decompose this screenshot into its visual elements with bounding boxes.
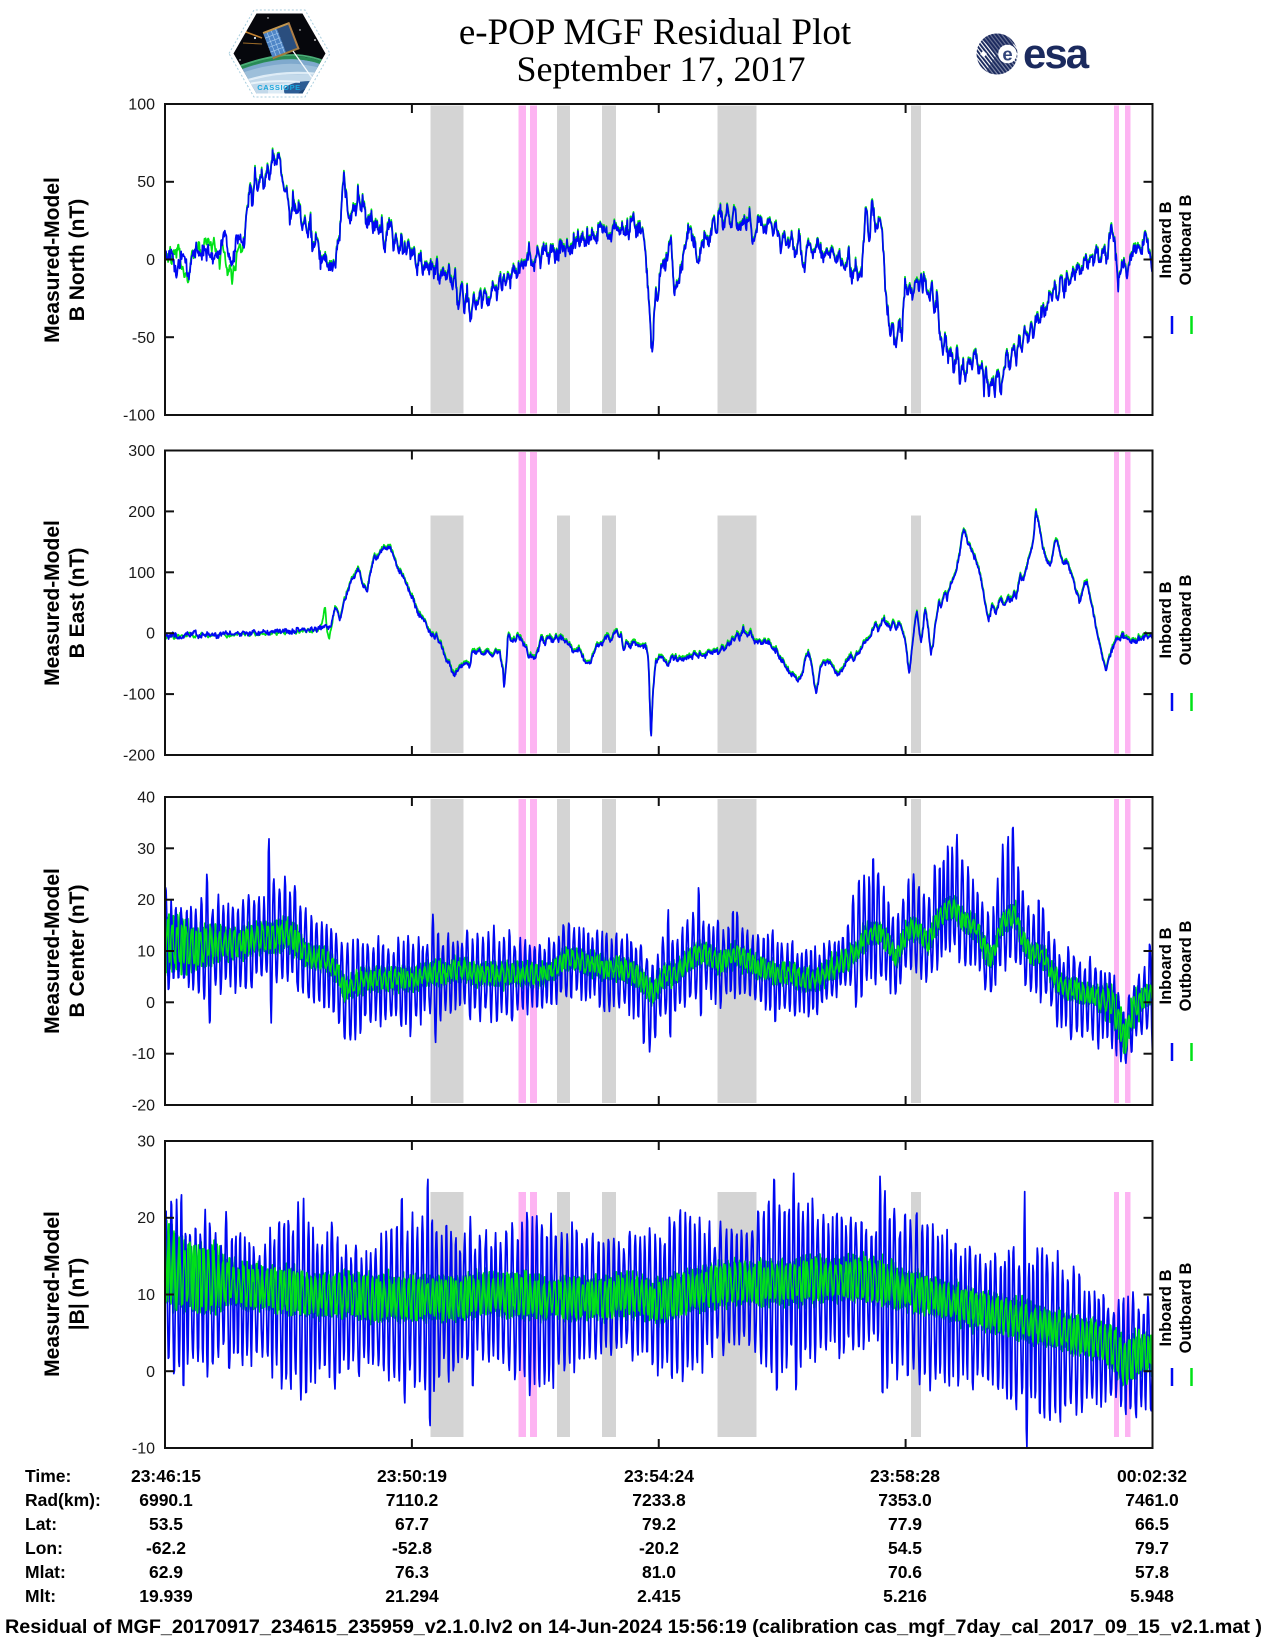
svg-text:77.9: 77.9 [888,1514,922,1534]
svg-text:23:58:28: 23:58:28 [870,1466,940,1486]
svg-text:Mlt:: Mlt: [25,1586,56,1606]
svg-text:-100: -100 [123,408,155,425]
svg-text:-20: -20 [132,1098,155,1115]
svg-text:Measured-Model: Measured-Model [41,177,64,343]
svg-text:0: 0 [146,995,155,1012]
svg-text:00:02:32: 00:02:32 [1117,1466,1187,1486]
svg-text:7461.0: 7461.0 [1125,1490,1179,1510]
svg-text:Inboard B: Inboard B [1157,1269,1175,1346]
svg-text:5.216: 5.216 [883,1586,927,1606]
svg-text:Outboard B: Outboard B [1177,921,1195,1012]
svg-text:200: 200 [128,504,155,521]
svg-text:2.415: 2.415 [637,1586,681,1606]
svg-text:-10: -10 [132,1441,155,1458]
svg-text:-100: -100 [123,687,155,704]
svg-text:Measured-Model: Measured-Model [41,1211,64,1377]
svg-text:20: 20 [137,1210,155,1227]
svg-text:300: 300 [128,443,155,460]
svg-text:e: e [1002,44,1012,65]
svg-text:-52.8: -52.8 [392,1538,432,1558]
svg-text:Inboard B: Inboard B [1157,927,1175,1004]
svg-text:Outboard B: Outboard B [1177,1263,1195,1354]
svg-text:66.5: 66.5 [1135,1514,1169,1534]
svg-text:7110.2: 7110.2 [386,1490,439,1510]
svg-text:100: 100 [128,97,155,114]
svg-text:Residual of MGF_20170917_23461: Residual of MGF_20170917_234615_235959_v… [5,1616,1262,1638]
svg-text:Rad(km):: Rad(km): [25,1490,101,1510]
svg-text:54.5: 54.5 [888,1538,922,1558]
svg-text:Inboard B: Inboard B [1157,581,1175,658]
svg-text:30: 30 [137,841,155,858]
svg-text:esa: esa [1023,30,1090,77]
svg-text:23:46:15: 23:46:15 [131,1466,201,1486]
svg-text:Time:: Time: [25,1466,71,1486]
svg-text:23:54:24: 23:54:24 [624,1466,694,1486]
svg-text:10: 10 [137,944,155,961]
svg-text:53.5: 53.5 [149,1514,183,1534]
svg-text:67.7: 67.7 [395,1514,429,1534]
svg-text:Outboard B: Outboard B [1177,195,1195,286]
svg-text:79.2: 79.2 [642,1514,676,1534]
svg-text:100: 100 [128,565,155,582]
svg-text:-10: -10 [132,1046,155,1063]
svg-text:79.7: 79.7 [1135,1538,1169,1558]
svg-text:10: 10 [137,1287,155,1304]
svg-text:7353.0: 7353.0 [878,1490,932,1510]
svg-text:57.8: 57.8 [1135,1562,1169,1582]
svg-text:Lon:: Lon: [25,1538,63,1558]
svg-text:0: 0 [146,1364,155,1381]
svg-text:-62.2: -62.2 [146,1538,186,1558]
svg-text:5.948: 5.948 [1130,1586,1174,1606]
svg-text:81.0: 81.0 [642,1562,676,1582]
svg-text:September 17, 2017: September 17, 2017 [517,49,806,89]
svg-text:0: 0 [146,252,155,269]
svg-text:|B| (nT): |B| (nT) [66,1258,89,1330]
svg-text:76.3: 76.3 [395,1562,429,1582]
svg-text:0: 0 [146,626,155,643]
svg-text:Outboard B: Outboard B [1177,575,1195,666]
svg-text:Lat:: Lat: [25,1514,57,1534]
svg-text:B North (nT): B North (nT) [66,199,89,321]
svg-text:Inboard B: Inboard B [1157,201,1175,278]
svg-text:62.9: 62.9 [149,1562,183,1582]
svg-text:40: 40 [137,790,155,807]
svg-text:21.294: 21.294 [385,1586,439,1606]
svg-text:CASSIOPE: CASSIOPE [257,83,301,92]
svg-text:7233.8: 7233.8 [632,1490,686,1510]
svg-text:70.6: 70.6 [888,1562,922,1582]
svg-text:-200: -200 [123,748,155,765]
svg-text:e-POP MGF Residual Plot: e-POP MGF Residual Plot [459,12,852,53]
svg-text:-50: -50 [132,330,155,347]
svg-text:B Center (nT): B Center (nT) [66,885,89,1018]
svg-text:30: 30 [137,1134,155,1151]
svg-text:6990.1: 6990.1 [139,1490,193,1510]
svg-text:B East (nT): B East (nT) [66,548,89,659]
svg-text:20: 20 [137,892,155,909]
svg-text:19.939: 19.939 [139,1586,193,1606]
svg-text:23:50:19: 23:50:19 [377,1466,447,1486]
svg-text:Measured-Model: Measured-Model [41,520,64,686]
svg-text:Mlat:: Mlat: [25,1562,66,1582]
svg-text:Measured-Model: Measured-Model [41,868,64,1034]
svg-text:-20.2: -20.2 [639,1538,679,1558]
svg-text:50: 50 [137,174,155,191]
